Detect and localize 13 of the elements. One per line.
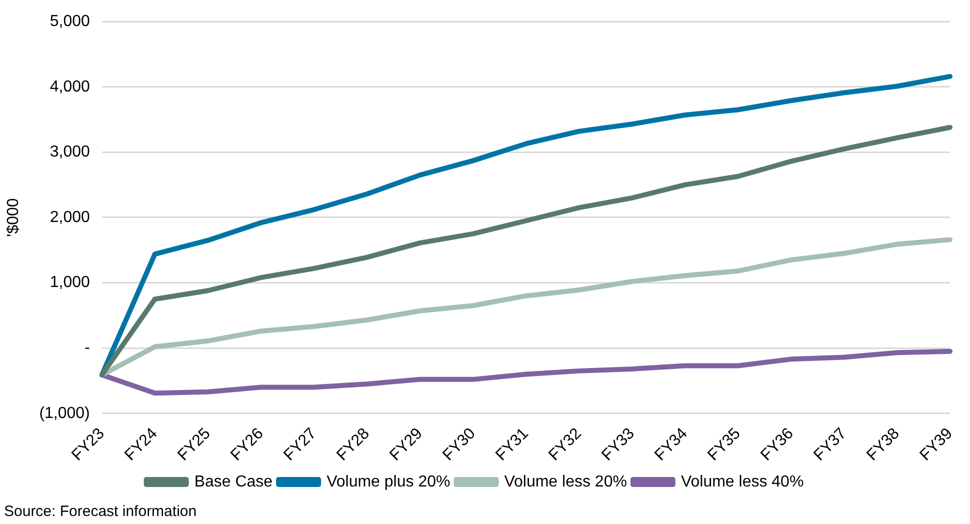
y-tick-label: 1,000 (50, 274, 90, 292)
y-tick-label: (1,000) (39, 404, 90, 422)
y-tick-label: - (84, 339, 90, 356)
y-axis-title: '$000 (5, 198, 22, 237)
legend-label: Volume plus 20% (326, 473, 450, 490)
y-tick-label: 5,000 (50, 13, 90, 30)
legend-label: Volume less 40% (680, 473, 804, 490)
source-note: Source: Forecast information (4, 503, 197, 520)
legend-label: Volume less 20% (504, 473, 627, 490)
y-tick-label: 3,000 (50, 144, 90, 161)
y-tick-label: 4,000 (50, 78, 90, 96)
legend-label: Base Case (194, 473, 273, 490)
y-tick-label: 2,000 (50, 208, 90, 226)
